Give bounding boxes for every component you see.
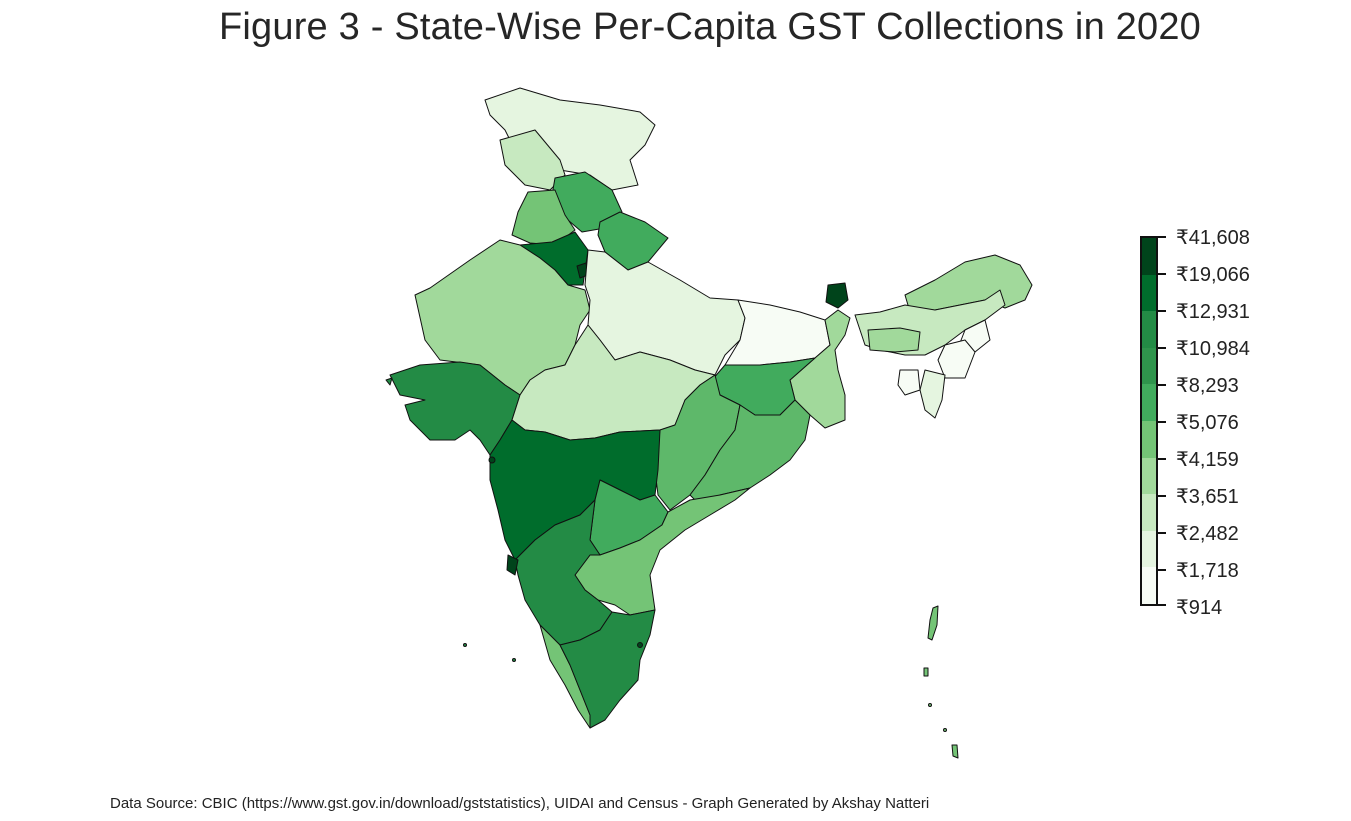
state-andaman-nicobar-4 — [928, 703, 932, 707]
legend-tick — [1158, 532, 1166, 534]
state-lakshadweep-1 — [463, 643, 467, 647]
chart-title: Figure 3 - State-Wise Per-Capita GST Col… — [218, 6, 1202, 48]
state-diu — [385, 377, 393, 386]
state-puducherry — [637, 642, 643, 648]
state-andaman-nicobar-2 — [923, 667, 929, 677]
state-lakshadweep-2 — [512, 658, 516, 662]
legend-tick-label: ₹914 — [1176, 597, 1223, 619]
state-andaman-nicobar-5 — [943, 728, 947, 732]
legend-swatch-3 — [1142, 311, 1156, 348]
legend-swatch-6 — [1142, 420, 1156, 458]
legend-tick — [1158, 421, 1166, 423]
data-source-note: Data Source: CBIC (https://www.gst.gov.i… — [110, 795, 930, 812]
legend-tick-label: ₹1,718 — [1176, 560, 1239, 582]
legend-tick — [1158, 273, 1166, 275]
legend-tick-label: ₹12,931 — [1176, 301, 1250, 323]
legend-tick-label: ₹2,482 — [1176, 523, 1239, 545]
state-sikkim — [825, 282, 849, 309]
legend-color-bar — [1140, 236, 1158, 606]
state-tamil-nadu — [559, 609, 656, 729]
state-andaman-nicobar-3 — [951, 744, 959, 759]
legend-tick — [1158, 310, 1166, 312]
legend-tick-label: ₹3,651 — [1176, 486, 1239, 508]
legend-tick — [1158, 495, 1166, 497]
legend-tick — [1158, 347, 1166, 349]
legend-swatch-4 — [1142, 347, 1156, 385]
legend-swatch-1 — [1142, 238, 1156, 275]
state-tripura — [897, 369, 921, 396]
legend-tick-label: ₹4,159 — [1176, 449, 1239, 471]
legend-swatch-5 — [1142, 384, 1156, 421]
state-odisha — [689, 399, 811, 506]
state-mizoram — [919, 369, 946, 419]
color-legend: ₹41,608 ₹19,066 ₹12,931 ₹10,984 ₹8,293 ₹… — [1140, 228, 1340, 618]
legend-swatch-9 — [1142, 530, 1156, 568]
legend-swatch-2 — [1142, 274, 1156, 312]
legend-tick-label: ₹5,076 — [1176, 412, 1239, 434]
legend-tick — [1158, 569, 1166, 571]
state-dadra-nagar-haveli — [488, 456, 496, 464]
state-gujarat — [389, 361, 521, 456]
state-manipur — [937, 339, 976, 379]
legend-swatch-10 — [1142, 567, 1156, 604]
legend-tick — [1158, 458, 1166, 460]
legend-tick-label: ₹10,984 — [1176, 338, 1250, 360]
legend-tick — [1158, 384, 1166, 386]
legend-tick-label: ₹41,608 — [1176, 227, 1250, 249]
legend-swatch-7 — [1142, 457, 1156, 495]
state-andhra-pradesh — [574, 487, 751, 616]
legend-tick — [1158, 236, 1166, 238]
state-meghalaya — [867, 327, 921, 353]
legend-tick — [1158, 604, 1166, 606]
state-goa — [506, 554, 519, 576]
state-andaman-nicobar-1 — [927, 605, 939, 641]
legend-swatch-8 — [1142, 494, 1156, 531]
legend-tick-label: ₹19,066 — [1176, 264, 1250, 286]
legend-tick-label: ₹8,293 — [1176, 375, 1239, 397]
